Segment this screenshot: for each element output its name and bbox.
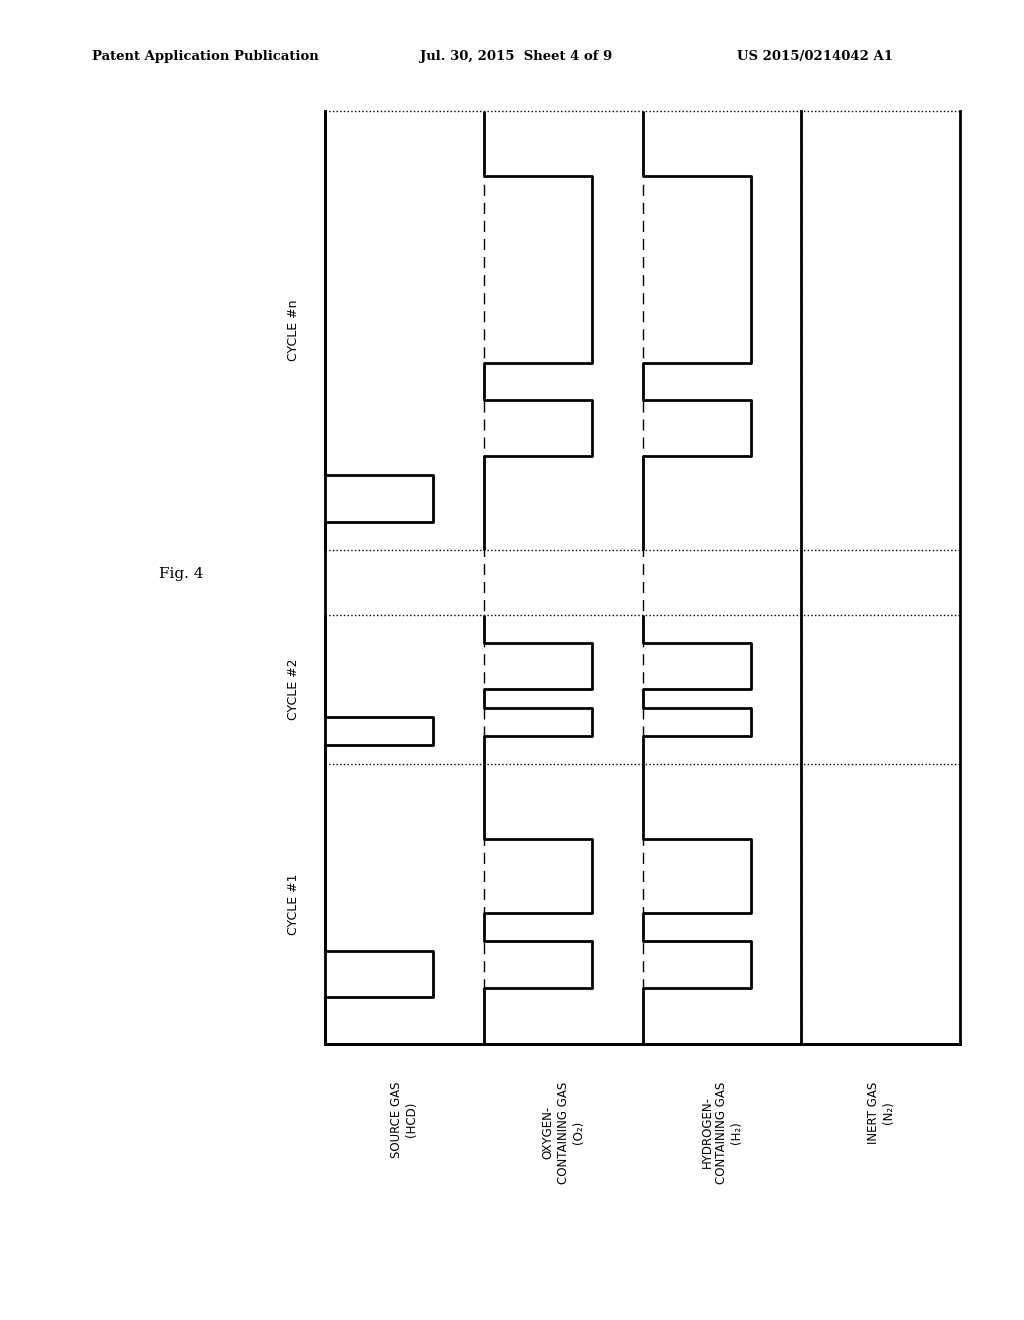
Text: SOURCE GAS
(HCD): SOURCE GAS (HCD) [390, 1081, 419, 1158]
Text: HYDROGEN-
CONTAINING GAS
(H₂): HYDROGEN- CONTAINING GAS (H₂) [700, 1081, 743, 1184]
Text: Jul. 30, 2015  Sheet 4 of 9: Jul. 30, 2015 Sheet 4 of 9 [420, 50, 612, 63]
Text: CYCLE #n: CYCLE #n [287, 300, 300, 362]
Text: US 2015/0214042 A1: US 2015/0214042 A1 [737, 50, 893, 63]
Text: CYCLE #2: CYCLE #2 [287, 659, 300, 721]
Text: INERT GAS
(N₂): INERT GAS (N₂) [866, 1081, 895, 1143]
Text: Fig. 4: Fig. 4 [159, 568, 203, 581]
Text: CYCLE #1: CYCLE #1 [287, 874, 300, 935]
Text: OXYGEN-
CONTAINING GAS
(O₂): OXYGEN- CONTAINING GAS (O₂) [542, 1081, 585, 1184]
Text: Patent Application Publication: Patent Application Publication [92, 50, 318, 63]
